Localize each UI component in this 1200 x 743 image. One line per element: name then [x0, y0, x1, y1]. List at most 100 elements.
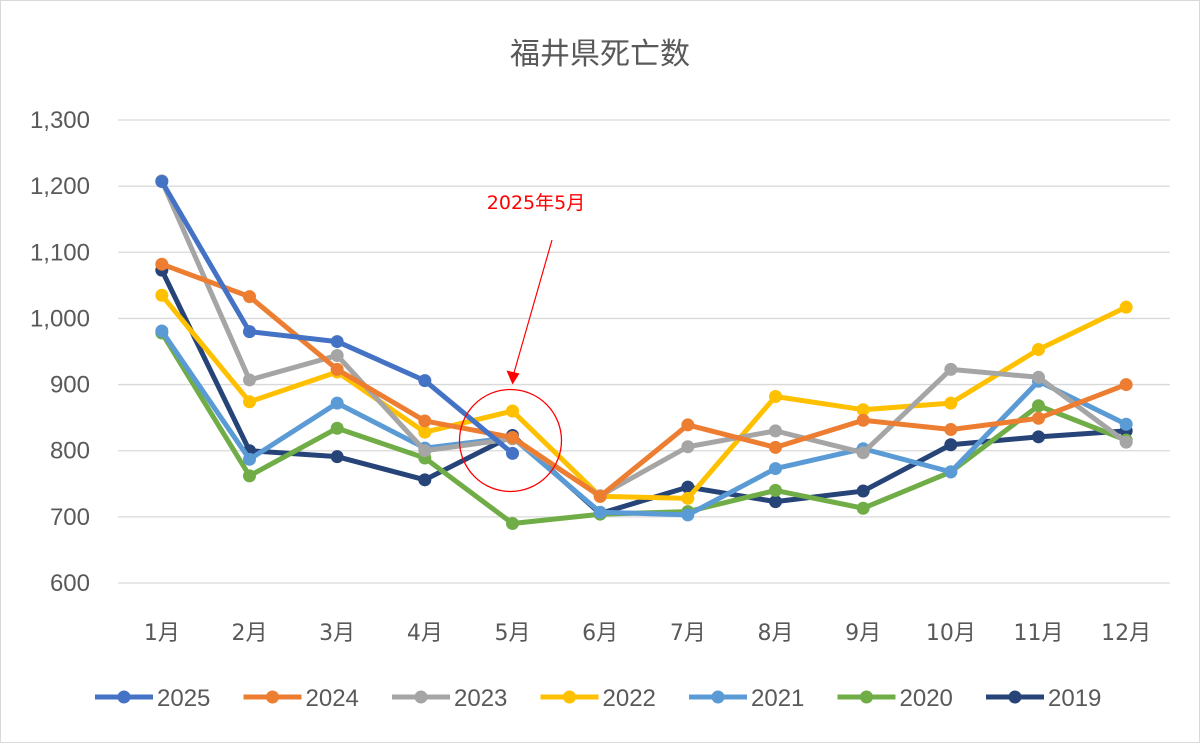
data-point-2024-12 [1119, 378, 1133, 392]
legend-swatch-marker [414, 690, 428, 704]
legend-label: 2025 [157, 685, 210, 712]
legend-swatch-marker [117, 690, 131, 704]
legend-label: 2022 [603, 685, 656, 712]
data-point-2022-7 [681, 491, 695, 505]
x-tick-label: 11月 [1014, 621, 1064, 646]
series-line-2019 [159, 267, 1129, 517]
gridlines [118, 119, 1170, 584]
annotation-arrow-line [512, 239, 553, 375]
y-tick-label: 1,000 [30, 305, 90, 332]
data-point-2023-9 [856, 446, 870, 460]
legend-swatch-marker [563, 690, 576, 704]
data-point-2022-5 [506, 404, 519, 418]
data-point-2020-3 [330, 421, 344, 435]
data-point-2019-10 [944, 438, 958, 452]
data-point-2022-8 [769, 389, 782, 403]
data-point-2023-3 [330, 348, 344, 362]
y-axis-tick-labels: 600 700 800 900 1,000 1,100 1,200 1,300 [30, 107, 90, 597]
data-point-2025-1 [155, 175, 169, 189]
data-point-2022-1 [155, 288, 169, 302]
data-point-2019-9 [856, 484, 870, 498]
data-point-2021-7 [681, 508, 695, 522]
data-point-2021-12 [1119, 417, 1133, 431]
data-point-2021-1 [155, 324, 169, 338]
y-tick-label: 700 [50, 504, 90, 531]
data-point-2020-5 [506, 516, 519, 530]
y-tick-label: 800 [50, 438, 90, 465]
data-point-2024-5 [506, 430, 519, 444]
x-tick-label: 3月 [319, 621, 355, 646]
data-point-2019-8 [769, 495, 782, 509]
data-point-2023-12 [1119, 435, 1133, 449]
annotation-circle [458, 388, 563, 493]
data-point-2022-2 [243, 395, 256, 409]
x-tick-label: 5月 [495, 621, 531, 646]
legend-label: 2020 [900, 685, 953, 712]
series-2019 [155, 263, 1133, 521]
legend-item-2023: 2023 [392, 685, 507, 712]
data-point-2022-10 [944, 396, 958, 410]
legend-swatch-marker [266, 690, 279, 704]
legend-item-2019: 2019 [986, 685, 1101, 712]
data-point-2024-6 [593, 489, 607, 503]
x-tick-label: 8月 [758, 621, 794, 646]
y-tick-label: 1,300 [30, 107, 90, 134]
y-tick-label: 600 [50, 570, 90, 597]
data-point-2023-10 [944, 362, 958, 376]
data-point-2022-9 [856, 403, 870, 417]
data-point-2023-7 [681, 440, 695, 454]
data-point-2024-3 [330, 362, 344, 376]
data-point-2024-1 [155, 257, 169, 271]
series-2025 [155, 175, 519, 460]
legend-swatch-marker [860, 690, 873, 704]
data-point-2019-7 [681, 480, 695, 494]
x-tick-label: 10月 [926, 621, 976, 646]
legend-item-2020: 2020 [837, 685, 953, 712]
series-line-2024 [159, 261, 1129, 499]
y-tick-label: 900 [50, 372, 90, 399]
x-tick-label: 1月 [144, 621, 180, 646]
data-point-2024-11 [1032, 411, 1045, 425]
series-line-2021 [159, 328, 1129, 518]
y-tick-label: 1,200 [30, 173, 90, 200]
data-point-2024-4 [418, 414, 432, 428]
data-point-2019-4 [418, 473, 432, 487]
legend-item-2025: 2025 [95, 685, 210, 712]
data-point-2020-11 [1032, 399, 1045, 413]
legend-label: 2024 [306, 685, 359, 712]
y-tick-label: 1,100 [30, 239, 90, 266]
chart-title: 福井県死亡数 [510, 37, 690, 72]
legend-swatch-marker [1008, 690, 1022, 704]
data-point-2021-8 [769, 462, 782, 476]
legend-label: 2023 [454, 685, 507, 712]
data-point-2024-7 [681, 418, 695, 432]
data-point-2021-10 [944, 465, 958, 479]
data-point-2025-5 [506, 446, 519, 460]
annotation-arrow-head [506, 370, 520, 385]
data-point-2025-2 [243, 325, 256, 339]
data-point-2025-3 [330, 335, 344, 349]
legend-label: 2019 [1048, 685, 1101, 712]
x-tick-label: 2月 [232, 621, 268, 646]
data-point-2020-9 [856, 501, 870, 515]
legend: 2025 2024 2023 2022 2021 2020 2019 [95, 685, 1101, 712]
data-point-2020-8 [769, 483, 782, 497]
series-line-2025 [159, 179, 515, 456]
legend-label: 2021 [751, 685, 804, 712]
data-point-2022-12 [1119, 300, 1133, 314]
data-point-2023-8 [769, 424, 782, 438]
data-point-2021-3 [330, 396, 344, 410]
data-point-2024-10 [944, 423, 958, 437]
data-point-2021-6 [593, 505, 607, 519]
series-2024 [155, 257, 1133, 503]
data-point-2021-2 [243, 452, 256, 466]
data-point-2025-4 [418, 374, 432, 388]
data-point-2023-2 [243, 373, 256, 387]
legend-item-2022: 2022 [540, 685, 656, 712]
data-point-2024-9 [856, 413, 870, 427]
series-lines [155, 174, 1133, 530]
x-tick-label: 6月 [582, 621, 618, 646]
x-tick-label: 4月 [407, 621, 443, 646]
legend-item-2021: 2021 [689, 685, 804, 712]
